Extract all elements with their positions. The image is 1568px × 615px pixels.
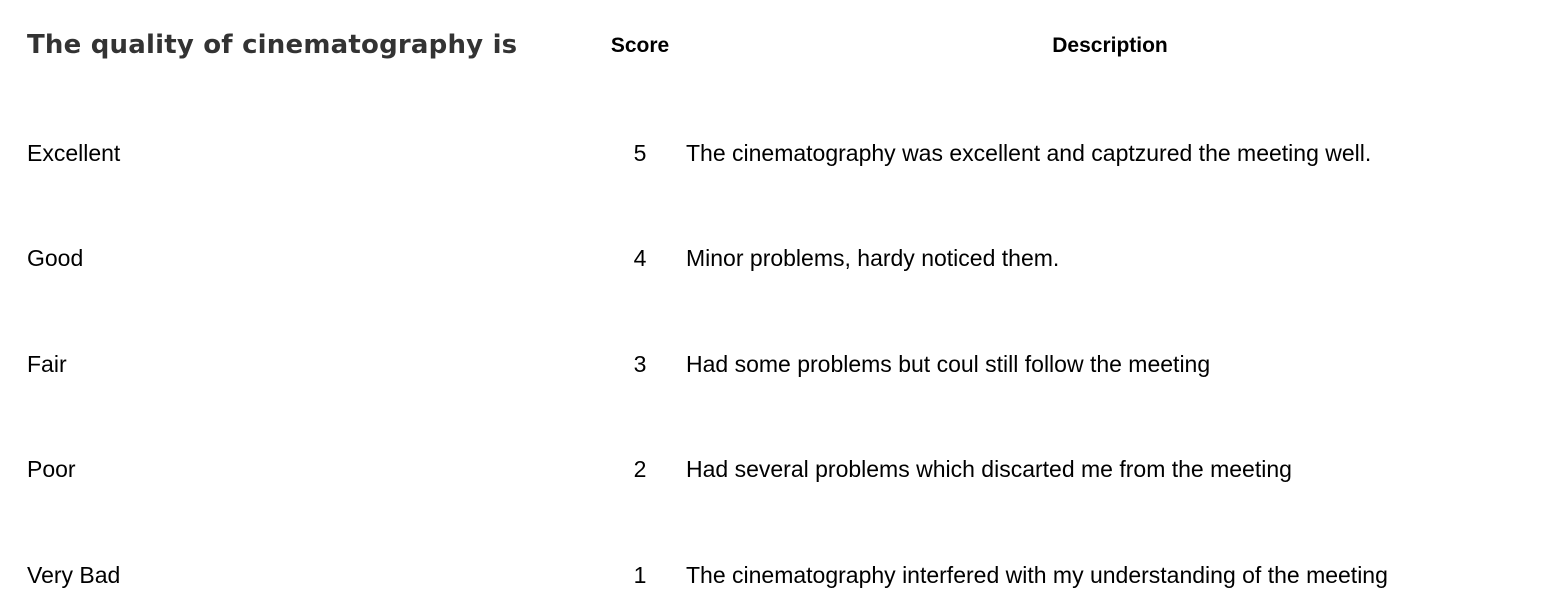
rating-description: Had some problems but coul still follow … [686,351,1211,377]
rating-description: The cinematography was excellent and cap… [686,140,1372,166]
rating-score: 2 [633,456,647,482]
table-row-excellent: Excellent 5 The cinematography was excel… [0,140,1568,180]
rating-description: Had several problems which discarted me … [686,456,1292,482]
score-column-header: Score [610,34,670,57]
question-heading: The quality of cinematography is [27,30,518,60]
rating-description: The cinematography interfered with my un… [686,562,1388,588]
rating-label: Poor [27,456,76,482]
rating-score: 5 [633,140,647,166]
table-row-poor: Poor 2 Had several problems which discar… [0,456,1568,496]
rating-label: Very Bad [27,562,121,588]
rating-label: Excellent [27,140,121,166]
rating-score: 1 [633,562,647,588]
description-column-header: Description [1052,34,1168,57]
rating-description: Minor problems, hardy noticed them. [686,245,1060,271]
rating-score: 3 [633,351,647,377]
rating-label: Good [27,245,84,271]
table-row-very-bad: Very Bad 1 The cinematography interfered… [0,562,1568,602]
rating-score: 4 [633,245,647,271]
rating-label: Fair [27,351,67,377]
table-row-fair: Fair 3 Had some problems but coul still … [0,351,1568,391]
table-row-good: Good 4 Minor problems, hardy noticed the… [0,245,1568,285]
table-header-row: The quality of cinematography is Score D… [0,0,1568,100]
